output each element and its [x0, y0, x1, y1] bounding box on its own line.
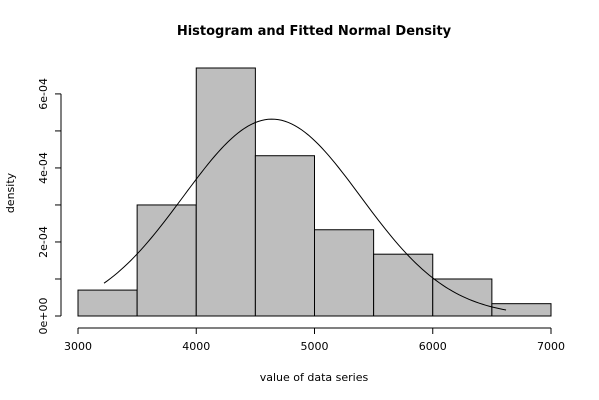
- y-tick-label-6: 6e-04: [37, 78, 50, 110]
- x-tick-label-4: 7000: [537, 340, 565, 353]
- histogram-bar-2: [195, 67, 256, 317]
- y-tick-label-4: 4e-04: [37, 152, 50, 184]
- y-tick-label-2: 2e-04: [37, 226, 50, 258]
- fitted-normal-curve: [103, 118, 507, 311]
- x-tick-label-2: 5000: [301, 340, 329, 353]
- x-tick-label-3: 6000: [419, 340, 447, 353]
- y-tick-label-0: 0e+00: [37, 298, 50, 335]
- histogram-bar-5: [373, 253, 434, 317]
- bars-group: [77, 67, 552, 317]
- histogram-bar-3: [254, 155, 315, 317]
- histogram-bar-1: [136, 204, 197, 317]
- x-axis: 3000 4000 5000 6000 7000: [64, 327, 565, 353]
- chart-title: Histogram and Fitted Normal Density: [177, 24, 452, 39]
- histogram-bar-7: [491, 303, 552, 317]
- histogram-bar-4: [314, 229, 375, 317]
- y-axis-label: density: [4, 172, 17, 213]
- x-axis-label: value of data series: [260, 371, 369, 384]
- histogram-bar-0: [77, 289, 138, 317]
- x-tick-label-0: 3000: [64, 340, 92, 353]
- y-axis: 0e+00 2e-04 4e-04 6e-04: [37, 78, 62, 335]
- x-tick-label-1: 4000: [182, 340, 210, 353]
